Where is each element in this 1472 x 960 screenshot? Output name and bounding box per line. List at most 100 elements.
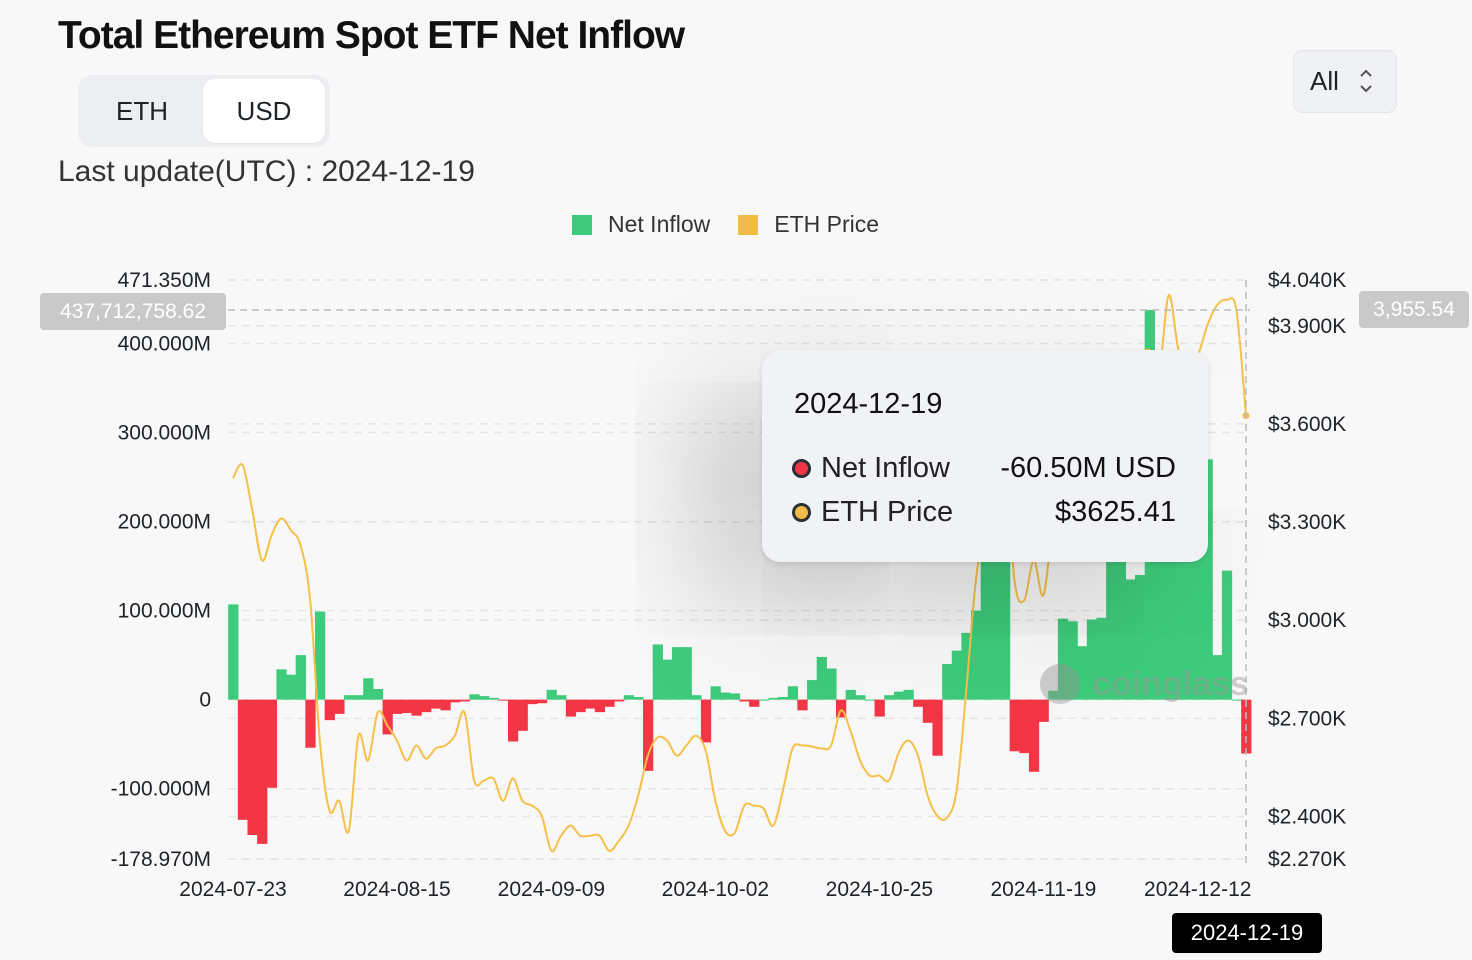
net-inflow-bar[interactable] [999, 521, 1011, 700]
net-inflow-bar[interactable] [681, 647, 692, 700]
net-inflow-bar[interactable] [527, 699, 538, 705]
net-inflow-bar[interactable] [855, 695, 866, 700]
legend-net-inflow[interactable]: Net Inflow [572, 211, 710, 238]
net-inflow-bar[interactable] [604, 699, 615, 707]
net-inflow-bar[interactable] [980, 539, 991, 700]
net-inflow-bar[interactable] [768, 697, 779, 700]
net-inflow-bar[interactable] [507, 699, 519, 742]
net-inflow-bar[interactable] [884, 695, 895, 700]
net-inflow-bar[interactable] [614, 699, 625, 702]
net-inflow-bar[interactable] [807, 680, 818, 700]
net-inflow-bar[interactable] [392, 699, 403, 714]
net-inflow-bar[interactable] [488, 697, 499, 700]
net-inflow-bar[interactable] [343, 695, 355, 700]
net-inflow-bar[interactable] [450, 699, 461, 703]
legend-eth-price[interactable]: ETH Price [738, 211, 879, 238]
net-inflow-bar[interactable] [459, 699, 470, 702]
net-inflow-bar[interactable] [479, 696, 490, 700]
net-inflow-bar[interactable] [498, 699, 509, 701]
net-inflow-bar[interactable] [826, 668, 837, 700]
net-inflow-bar[interactable] [652, 644, 663, 700]
net-inflow-bar[interactable] [1221, 570, 1233, 700]
net-inflow-bar[interactable] [315, 611, 326, 700]
net-inflow-bar[interactable] [623, 695, 634, 700]
net-inflow-bar[interactable] [546, 689, 557, 700]
net-inflow-bar[interactable] [430, 699, 442, 709]
net-inflow-bar[interactable] [228, 604, 239, 700]
net-inflow-bar[interactable] [729, 693, 741, 700]
net-inflow-bar[interactable] [893, 691, 905, 700]
net-inflow-bar[interactable] [372, 688, 384, 700]
net-inflow-bar[interactable] [421, 699, 432, 713]
net-inflow-bar[interactable] [276, 669, 287, 700]
net-inflow-bar[interactable] [845, 689, 856, 700]
net-inflow-bar[interactable] [594, 699, 606, 713]
net-inflow-bar[interactable] [671, 647, 683, 700]
net-inflow-bar[interactable] [700, 699, 712, 743]
net-inflow-bar[interactable] [295, 655, 306, 700]
net-inflow-bar[interactable] [237, 699, 249, 820]
net-inflow-bar[interactable] [874, 699, 885, 717]
net-inflow-bar[interactable] [1028, 699, 1040, 772]
net-inflow-bar[interactable] [720, 692, 731, 700]
net-inflow-bar[interactable] [363, 678, 374, 700]
net-inflow-bar[interactable] [556, 695, 567, 700]
net-inflow-bar[interactable] [1106, 557, 1117, 700]
net-inflow-bar[interactable] [913, 699, 924, 707]
net-inflow-bar[interactable] [990, 530, 1001, 700]
net-inflow-bar[interactable] [1057, 618, 1069, 700]
toggle-eth[interactable]: ETH [116, 96, 168, 126]
net-inflow-bar[interactable] [1192, 450, 1204, 700]
net-inflow-bar[interactable] [382, 699, 393, 735]
range-select[interactable]: All [1293, 50, 1397, 113]
net-inflow-bar[interactable] [1115, 534, 1127, 700]
net-inflow-bar[interactable] [1019, 699, 1030, 754]
net-inflow-bar[interactable] [440, 699, 451, 711]
net-inflow-bar[interactable] [1125, 579, 1136, 700]
net-inflow-bar[interactable] [749, 699, 760, 707]
net-inflow-bar[interactable] [266, 699, 278, 788]
net-inflow-bar[interactable] [1009, 699, 1020, 752]
net-inflow-bar[interactable] [816, 656, 827, 700]
net-inflow-bar[interactable] [758, 699, 770, 701]
net-inflow-bar[interactable] [710, 686, 721, 700]
net-inflow-bar[interactable] [585, 699, 596, 709]
net-inflow-bar[interactable] [922, 699, 934, 723]
net-inflow-bar[interactable] [1231, 699, 1242, 701]
net-inflow-bar[interactable] [305, 699, 316, 748]
net-inflow-bar[interactable] [864, 699, 876, 701]
net-inflow-bar[interactable] [662, 659, 673, 700]
net-inflow-bar[interactable] [691, 695, 702, 700]
net-inflow-bar[interactable] [1173, 543, 1184, 700]
net-inflow-bar[interactable] [942, 664, 953, 700]
net-inflow-bar[interactable] [787, 686, 798, 700]
net-inflow-bar[interactable] [324, 699, 335, 721]
net-inflow-bar[interactable] [903, 689, 914, 700]
net-inflow-bar[interactable] [1163, 557, 1175, 700]
net-inflow-bar[interactable] [517, 699, 528, 731]
net-inflow-bar[interactable] [1202, 459, 1213, 700]
net-inflow-bar[interactable] [353, 695, 364, 700]
net-inflow-bar[interactable] [334, 699, 345, 714]
net-inflow-bar[interactable] [1038, 699, 1049, 722]
net-inflow-bar[interactable] [469, 694, 480, 700]
net-inflow-bar[interactable] [411, 699, 422, 716]
net-inflow-bar[interactable] [1135, 575, 1146, 700]
net-inflow-bar[interactable] [575, 699, 586, 713]
net-inflow-bar[interactable] [257, 699, 268, 844]
net-inflow-bar[interactable] [643, 699, 654, 771]
net-inflow-bar[interactable] [739, 699, 750, 702]
net-inflow-bar[interactable] [1096, 617, 1107, 700]
net-inflow-bar[interactable] [1212, 655, 1223, 700]
net-inflow-bar[interactable] [1183, 521, 1194, 700]
net-inflow-bar[interactable] [961, 632, 972, 700]
net-inflow-bar[interactable] [971, 610, 982, 700]
net-inflow-bar[interactable] [1086, 619, 1098, 700]
net-inflow-bar[interactable] [835, 699, 847, 718]
net-inflow-bar[interactable] [565, 699, 577, 717]
net-inflow-bar[interactable] [286, 674, 297, 700]
toggle-usd[interactable]: USD [203, 79, 325, 143]
net-inflow-bar[interactable] [633, 696, 644, 700]
net-inflow-bar[interactable] [1077, 646, 1088, 700]
net-inflow-bar[interactable] [247, 699, 258, 835]
